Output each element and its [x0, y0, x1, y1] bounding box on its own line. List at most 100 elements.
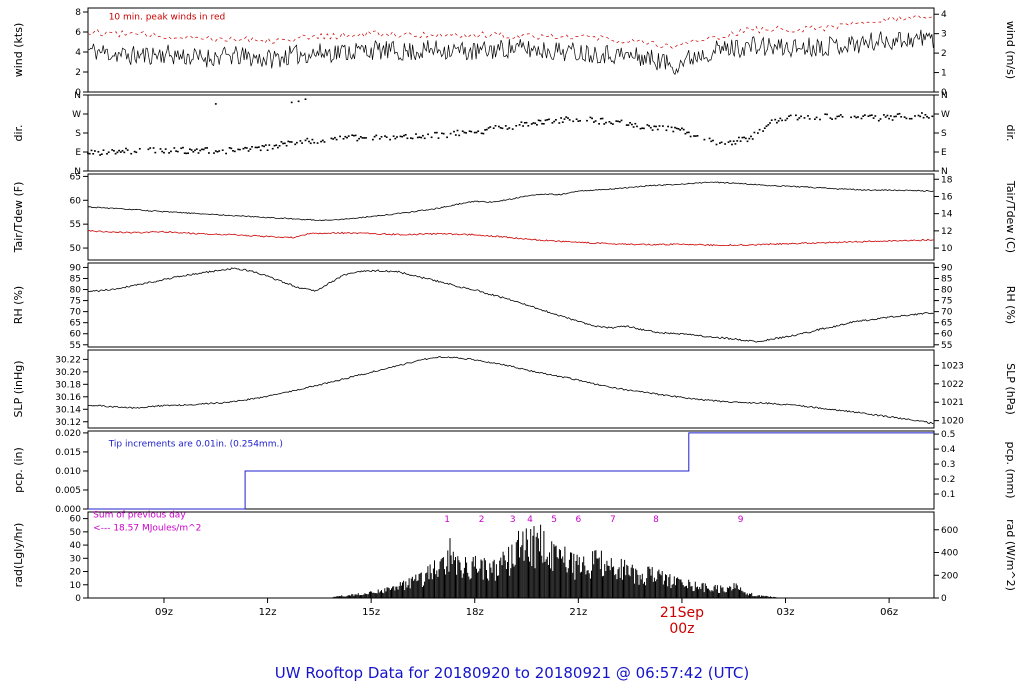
tick-label: 30.22	[55, 355, 81, 365]
tick-label: 70	[70, 308, 82, 318]
scatter-dot	[927, 117, 930, 119]
scatter-dot	[372, 138, 374, 141]
scatter-dot	[121, 150, 124, 152]
scatter-dot	[359, 136, 362, 138]
scatter-dot	[694, 135, 697, 137]
scatter-dot	[100, 153, 103, 155]
panel-frame	[87, 511, 935, 599]
scatter-dot	[275, 144, 278, 146]
scatter-dot	[838, 115, 840, 117]
scatter-dot	[164, 148, 167, 150]
annotation: 6	[575, 515, 581, 525]
scatter-dot	[237, 148, 240, 151]
panel-frame	[87, 349, 935, 429]
tick-label: 16	[941, 192, 953, 202]
tick-label: 400	[941, 548, 958, 558]
scatter-dot	[335, 138, 338, 141]
scatter-dot	[751, 138, 754, 140]
scatter-dot	[406, 137, 409, 140]
scatter-dot	[114, 152, 117, 155]
tick-label: 1023	[941, 361, 964, 371]
scatter-dot	[836, 115, 839, 118]
scatter-dot	[800, 115, 802, 118]
scatter-dot	[681, 127, 683, 130]
scatter-dot	[824, 113, 827, 115]
scatter-dot	[90, 149, 93, 152]
scatter-dot	[251, 146, 253, 148]
scatter-dot	[708, 137, 711, 140]
scatter-dot	[410, 137, 412, 139]
scatter-dot	[563, 118, 566, 120]
scatter-dot	[465, 132, 467, 134]
panel-temperature: 50 55 60 65 10 12 14 16 18 Tair/Tdew (F) Tair/Tdew…	[12, 172, 1017, 261]
scatter-dot	[87, 152, 89, 155]
scatter-dot	[107, 151, 110, 153]
scatter-dot	[180, 147, 183, 150]
scatter-dot	[163, 151, 165, 154]
scatter-dot	[632, 126, 635, 128]
panel-pressure: 30.1230.1430.1630.1830.2030.221020102110…	[12, 349, 1017, 429]
x-tick-label: 21Sep	[660, 605, 704, 621]
meteogram-chart: 0 2 4 6 8 0 1 2 3 4 wind (kts) wind (m/s) 10 min. pe…	[12, 7, 1017, 637]
scatter-dot	[422, 134, 424, 137]
scatter-dot	[655, 125, 657, 128]
scatter-dot	[192, 151, 195, 153]
scatter-dot	[277, 146, 279, 149]
scatter-dot	[534, 122, 537, 125]
scatter-dot	[819, 118, 821, 121]
scatter-dot	[415, 133, 417, 135]
tick-label: 1022	[941, 380, 964, 390]
scatter-dot	[316, 142, 319, 144]
scatter-dot	[719, 142, 721, 144]
scatter-dot	[461, 130, 464, 132]
scatter-dot	[594, 120, 597, 122]
scatter-dot	[746, 140, 749, 143]
scatter-dot	[908, 117, 911, 120]
tick-label: 14	[941, 210, 953, 220]
scatter-dot	[767, 124, 770, 126]
scatter-dot	[743, 136, 745, 139]
scatter-dot	[197, 152, 200, 154]
tick-label: W	[72, 110, 81, 120]
x-tick-label: 18z	[466, 607, 484, 618]
scatter-dot	[555, 119, 557, 121]
scatter-dot	[175, 150, 177, 152]
scatter-dot	[636, 125, 638, 128]
scatter-dot	[239, 148, 241, 151]
scatter-dot	[682, 128, 685, 131]
tick-label: 40	[70, 541, 82, 551]
scatter-dot	[727, 141, 730, 143]
scatter-dot	[658, 125, 661, 127]
tick-label: 90	[70, 263, 82, 273]
scatter-dot	[789, 114, 792, 117]
scatter-dot	[777, 120, 780, 122]
scatter-dot	[786, 117, 789, 120]
scatter-dot	[829, 117, 832, 119]
scatter-dot	[515, 125, 518, 127]
axis-label-left: RH (%)	[12, 286, 25, 324]
scatter-dot	[365, 137, 367, 139]
series-wind-direction-outliers	[214, 98, 307, 105]
tick-label: N	[941, 91, 948, 101]
tick-label: 60	[70, 515, 82, 525]
scatter-dot	[442, 132, 445, 135]
scatter-dot	[615, 120, 618, 122]
scatter-dot	[475, 131, 478, 134]
scatter-dot	[489, 126, 492, 128]
axis-label-left: Tair/Tdew (F)	[12, 182, 25, 254]
axis-label-right: dir.	[1004, 124, 1017, 141]
axis-label-right: rad (W/m^2)	[1004, 519, 1017, 591]
scatter-dot	[599, 117, 602, 120]
scatter-dot	[803, 117, 806, 119]
left-axis: 0 2 4 6 8	[75, 8, 88, 98]
scatter-dot	[522, 125, 524, 127]
right-axis: 10 12 14 16 18	[934, 175, 953, 254]
scatter-dot	[347, 135, 350, 137]
scatter-dot	[113, 150, 115, 152]
scatter-dot	[674, 126, 676, 129]
axis-label-left: dir.	[12, 124, 25, 141]
scatter-dot	[553, 120, 556, 123]
scatter-dot	[119, 151, 122, 153]
scatter-dot	[781, 119, 783, 122]
